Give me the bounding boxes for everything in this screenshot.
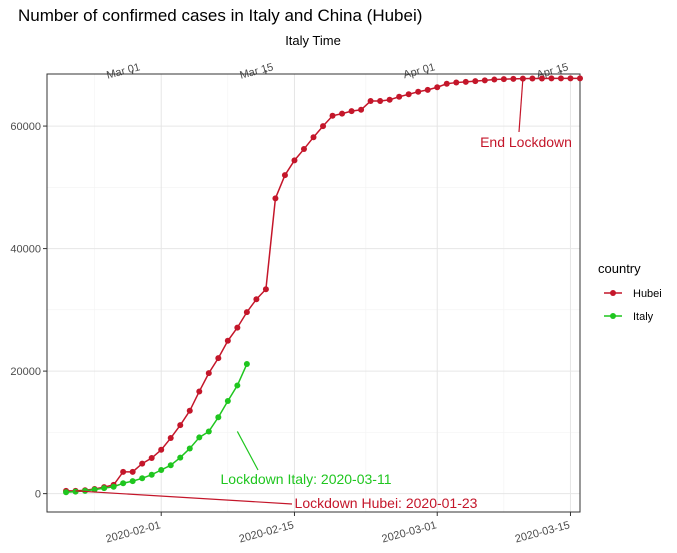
chart-title: Number of confirmed cases in Italy and C… [18,6,422,25]
data-point-italy [215,414,222,421]
data-point-hubei [262,286,269,293]
data-point-hubei [339,110,346,117]
series-points [63,75,583,496]
data-point-hubei [529,75,536,82]
data-point-hubei [291,157,298,164]
data-point-hubei [358,106,365,113]
data-point-hubei [205,370,212,377]
data-point-hubei [129,468,136,475]
data-point-italy [91,486,98,493]
data-point-hubei [320,123,327,130]
data-point-hubei [557,75,564,82]
legend: country Hubei Italy [598,261,662,323]
data-point-italy [82,487,89,494]
data-point-hubei [158,446,165,453]
data-point-hubei [215,355,222,362]
tick-label-x-bottom: 2020-03-01 [381,519,438,545]
data-point-hubei [386,96,393,103]
data-point-hubei [377,98,384,105]
data-point-hubei [177,422,184,429]
data-point-hubei [577,75,583,82]
data-point-hubei [148,455,155,462]
data-point-italy [186,445,193,452]
tick-label-x-bottom: 2020-02-15 [238,519,295,545]
data-point-hubei [405,91,412,98]
tick-label-y: 60000 [10,121,41,133]
data-point-italy [167,462,174,469]
data-point-hubei [481,77,488,84]
data-point-hubei [434,84,441,91]
legend-label-italy: Italy [633,311,654,323]
data-point-italy [158,466,165,473]
data-point-hubei [500,76,507,83]
data-point-italy [110,483,117,490]
tick-label-x-bottom: 2020-03-15 [514,519,571,545]
data-point-hubei [462,78,469,85]
data-point-hubei [491,76,498,83]
chart-subtitle: Italy Time [285,33,341,48]
data-point-hubei [415,88,422,95]
data-point-hubei [367,98,374,105]
data-point-hubei [443,80,450,87]
legend-title: country [598,261,641,276]
data-point-hubei [234,324,241,331]
data-point-hubei [196,388,203,395]
data-point-italy [243,361,250,368]
data-point-hubei [472,78,479,85]
tick-label-x-bottom: 2020-02-01 [105,519,162,545]
data-point-hubei [548,75,555,82]
grid [47,74,580,512]
legend-key-point-italy [610,313,616,319]
plot-panel [47,74,580,512]
data-point-italy [177,454,184,461]
data-point-hubei [424,86,431,93]
data-point-italy [63,489,70,496]
annotations: End Lockdown Lockdown Italy: 2020-03-11 Lo… [75,78,572,511]
data-point-hubei [167,435,174,442]
annotation-label: End Lockdown [480,134,572,150]
data-point-hubei [300,146,307,153]
data-point-hubei [453,79,460,86]
annotation-label: Lockdown Hubei: 2020-01-23 [295,495,478,511]
tick-label-y: 20000 [10,366,41,378]
legend-key-point-hubei [610,290,616,296]
data-point-italy [139,475,146,482]
data-point-hubei [567,75,574,82]
data-point-italy [234,382,241,389]
tick-label-y: 40000 [10,244,41,256]
annotation-label: Lockdown Italy: 2020-03-11 [221,471,392,487]
data-point-italy [196,434,203,441]
annotation-connector [518,78,524,133]
data-point-hubei [224,337,231,344]
data-point-hubei [281,172,288,179]
data-point-hubei [186,407,193,414]
data-point-hubei [396,93,403,100]
data-point-italy [129,478,136,485]
data-point-hubei [538,75,545,82]
legend-label-hubei: Hubei [633,288,662,300]
annotation-connector [75,490,293,505]
data-point-hubei [510,75,517,82]
data-point-italy [120,480,127,487]
panel-border [46,73,581,513]
tick-label-y: 0 [35,489,41,501]
data-point-hubei [348,108,355,115]
data-point-italy [101,485,108,492]
data-point-hubei [329,112,336,119]
data-point-italy [72,488,79,495]
data-point-italy [148,471,155,478]
data-point-hubei [310,134,317,141]
data-point-hubei [120,468,127,475]
data-point-hubei [243,309,250,316]
data-point-italy [224,398,231,405]
data-point-italy [205,428,212,435]
data-point-hubei [139,460,146,467]
data-point-hubei [272,195,279,202]
data-point-hubei [253,296,260,303]
annotation-connector [236,431,259,471]
